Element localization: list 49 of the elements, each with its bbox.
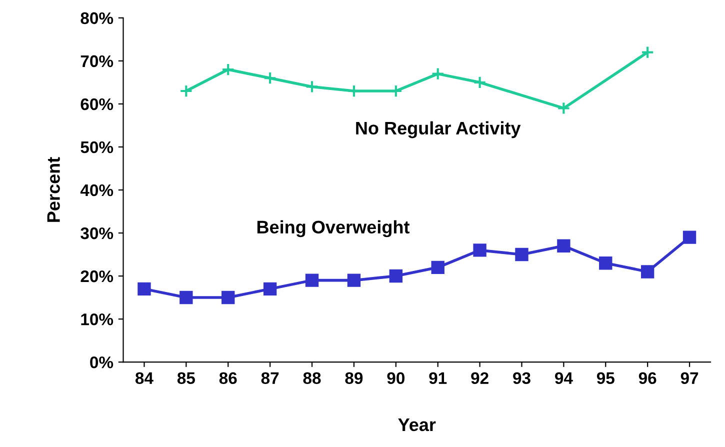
point: [599, 256, 612, 270]
point: [640, 46, 654, 59]
y-tick-label: 50%: [80, 141, 114, 154]
y-tick-label: 20%: [80, 270, 114, 282]
y-axis-title: Percent: [47, 157, 60, 222]
y-tick-label: 30%: [80, 227, 114, 240]
point: [180, 84, 193, 98]
y-tick-label: 60%: [80, 98, 114, 110]
point: [557, 239, 570, 253]
y-tick-label: 40%: [80, 184, 114, 196]
point: [682, 230, 696, 244]
point: [515, 248, 528, 262]
point: [431, 67, 444, 80]
point: [473, 76, 486, 90]
x-tick-label: 91: [429, 372, 447, 384]
point: [305, 274, 319, 287]
point: [263, 282, 277, 296]
point: [473, 244, 486, 257]
x-tick-label: 87: [261, 372, 279, 384]
point: [222, 62, 235, 76]
point: [431, 260, 444, 274]
x-tick-label: 94: [554, 372, 573, 384]
point: [347, 274, 361, 287]
x-tick-label: 95: [596, 372, 614, 384]
x-axis-title: Year: [398, 418, 436, 432]
y-tick-label: 10%: [81, 313, 114, 326]
x-tick-label: 85: [177, 372, 195, 384]
point: [263, 72, 277, 85]
point: [389, 269, 402, 283]
x-tick-label: 90: [387, 372, 404, 384]
x-tick-label: 97: [680, 372, 698, 384]
y-tick-label: 80%: [80, 12, 114, 24]
series-label: Being Overweight: [257, 220, 410, 238]
x-tick-label: 88: [303, 372, 321, 384]
y-tick-label: 0%: [90, 356, 114, 368]
x-tick-label: 89: [345, 372, 363, 384]
x-tick-label: 92: [471, 372, 488, 384]
x-tick-label: 86: [219, 372, 237, 384]
y-tick-label: 70%: [80, 55, 114, 68]
point: [557, 102, 570, 115]
point: [138, 282, 151, 296]
x-tick-label: 96: [638, 372, 656, 384]
point: [222, 290, 235, 304]
x-tick-label: 93: [513, 372, 530, 384]
series-label: No Regular Activity: [356, 121, 521, 138]
x-tick-label: 84: [135, 372, 154, 384]
point: [180, 290, 193, 304]
point: [305, 80, 319, 94]
point: [640, 265, 654, 278]
